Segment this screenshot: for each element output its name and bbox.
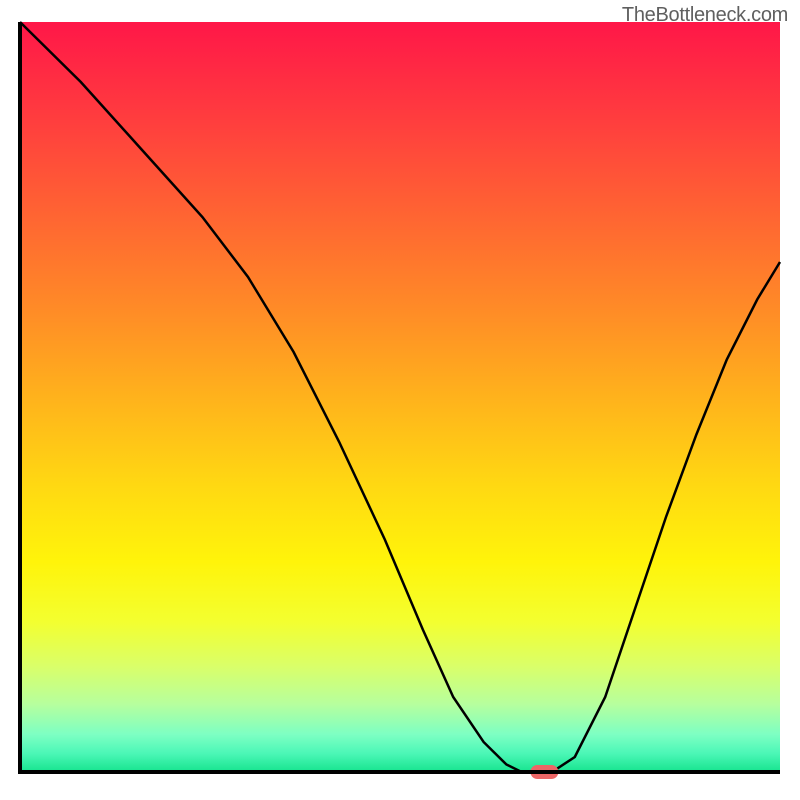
watermark-text: TheBottleneck.com	[622, 4, 788, 27]
chart-svg	[0, 0, 800, 800]
plot-background	[20, 22, 780, 772]
chart-container: TheBottleneck.com	[0, 0, 800, 800]
